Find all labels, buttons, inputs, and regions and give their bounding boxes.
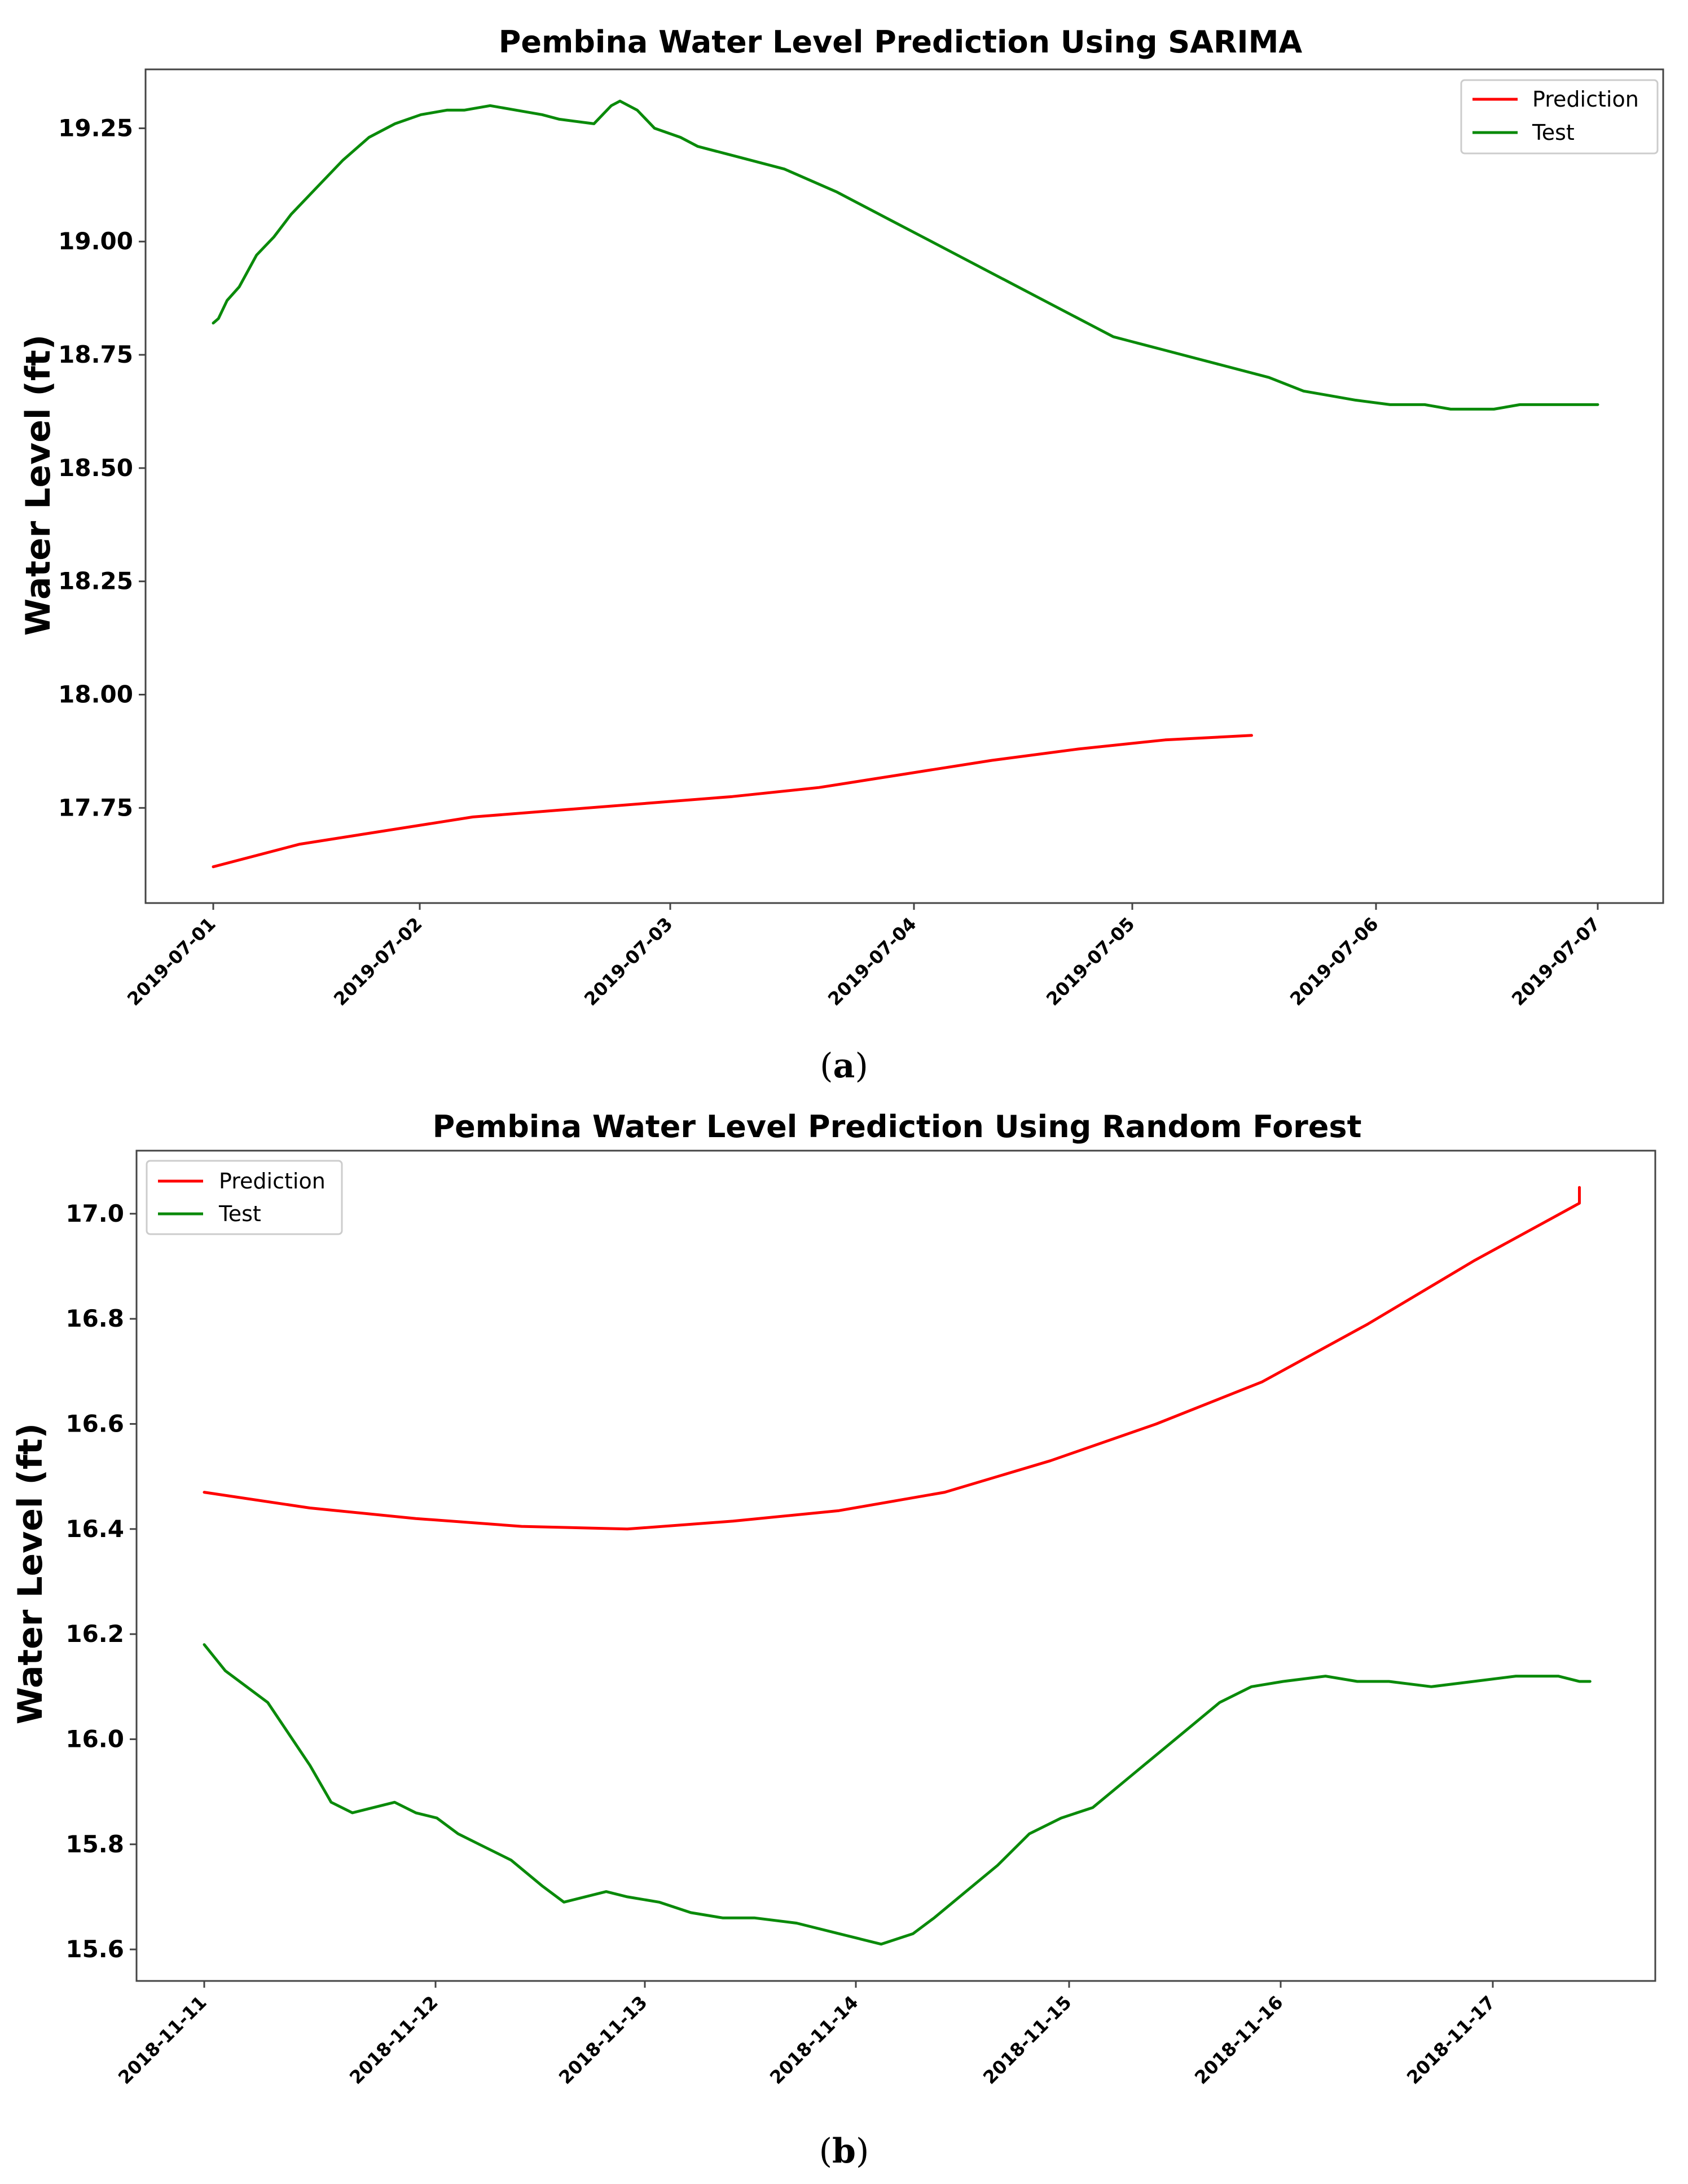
- chart-b-x-tick-label: 2018-11-15: [979, 1992, 1076, 2089]
- chart-b-title: Pembina Water Level Prediction Using Ran…: [433, 1109, 1362, 1144]
- chart-b-y-tick-label: 16.0: [65, 1725, 124, 1753]
- chart-a-sarima: Pembina Water Level Prediction Using SAR…: [19, 24, 1664, 1086]
- chart-b-y-tick-label: 16.2: [65, 1620, 124, 1648]
- chart-a-x-tick-label: 2019-07-03: [580, 913, 677, 1010]
- chart-b-legend-label-prediction: Prediction: [219, 1169, 326, 1194]
- chart-b-y-tick-label: 16.6: [65, 1410, 124, 1437]
- chart-a-x-tick-label: 2019-07-07: [1507, 913, 1605, 1010]
- chart-b-x-tick-label: 2018-11-11: [114, 1992, 211, 2089]
- caption-a-letter: a: [833, 1046, 855, 1086]
- chart-a-legend: Prediction Test: [1460, 79, 1659, 155]
- chart-b-series: [203, 1186, 1592, 1946]
- chart-a-x-ticks: 2019-07-01 2019-07-02 2019-07-03 2019-07-04…: [123, 903, 1605, 1010]
- chart-a-y-tick-label: 18.25: [58, 567, 133, 595]
- caption-b-letter: b: [832, 2132, 856, 2171]
- chart-a-y-tick-label: 19.25: [58, 114, 133, 142]
- chart-b-legend: Prediction Test: [146, 1160, 343, 1235]
- chart-b-y-tick-label: 16.8: [65, 1305, 124, 1332]
- chart-b-random-forest: Pembina Water Level Prediction Using Ran…: [11, 1109, 1656, 2171]
- chart-b-x-tick-label: 2018-11-16: [1190, 1992, 1287, 2089]
- chart-b-plot-area: [135, 1150, 1656, 1982]
- chart-a-x-tick-label: 2019-07-01: [123, 913, 220, 1010]
- chart-b-x-tick-label: 2018-11-17: [1403, 1992, 1500, 2089]
- caption-b: (b): [819, 2132, 869, 2171]
- chart-b-y-tick-label: 15.8: [65, 1830, 124, 1858]
- chart-b-y-ticks: 15.6 15.8 16.0 16.2 16.4 16.6 16.8 17.0: [65, 1200, 137, 1963]
- chart-b-legend-label-test: Test: [218, 1201, 261, 1226]
- chart-b-x-tick-label: 2018-11-13: [555, 1992, 652, 2089]
- chart-a-y-ticks: 17.75 18.00 18.25 18.50 18.75 19.00 19.25: [58, 114, 146, 821]
- chart-b-x-tick-label: 2018-11-12: [345, 1992, 442, 2089]
- chart-a-title: Pembina Water Level Prediction Using SAR…: [499, 24, 1303, 60]
- chart-a-x-tick-label: 2019-07-04: [824, 913, 921, 1010]
- chart-b-x-ticks: 2018-11-11 2018-11-12 2018-11-13 2018-11-14…: [114, 1981, 1500, 2088]
- chart-b-x-tick-label: 2018-11-14: [766, 1992, 863, 2089]
- chart-a-y-tick-label: 18.50: [58, 454, 133, 482]
- chart-a-series-prediction: [212, 734, 1253, 869]
- chart-b-y-tick-label: 17.0: [65, 1200, 124, 1227]
- chart-a-y-tick-label: 18.00: [58, 681, 133, 708]
- chart-a-y-tick-label: 17.75: [58, 794, 133, 821]
- chart-b-legend-box: [146, 1160, 343, 1235]
- chart-a-legend-label-prediction: Prediction: [1532, 87, 1639, 112]
- chart-a-x-tick-label: 2019-07-05: [1042, 913, 1139, 1010]
- chart-b-y-tick-label: 16.4: [65, 1515, 124, 1543]
- chart-a-x-tick-label: 2019-07-06: [1286, 913, 1383, 1010]
- chart-a-series: [212, 99, 1599, 869]
- chart-b-series-prediction: [203, 1186, 1581, 1531]
- caption-a: (a): [820, 1046, 868, 1086]
- chart-a-y-axis-label: Water Level (ft): [19, 334, 58, 636]
- chart-a-x-tick-label: 2019-07-02: [329, 913, 427, 1010]
- chart-a-legend-label-test: Test: [1532, 120, 1575, 145]
- chart-a-y-tick-label: 18.75: [58, 341, 133, 368]
- chart-b-y-tick-label: 15.6: [65, 1935, 124, 1963]
- chart-b-y-axis-label: Water Level (ft): [11, 1423, 50, 1724]
- chart-a-y-tick-label: 19.00: [58, 227, 133, 255]
- chart-a-series-test: [212, 99, 1599, 411]
- chart-a-plot-area: [144, 68, 1664, 904]
- chart-b-series-test: [203, 1643, 1592, 1946]
